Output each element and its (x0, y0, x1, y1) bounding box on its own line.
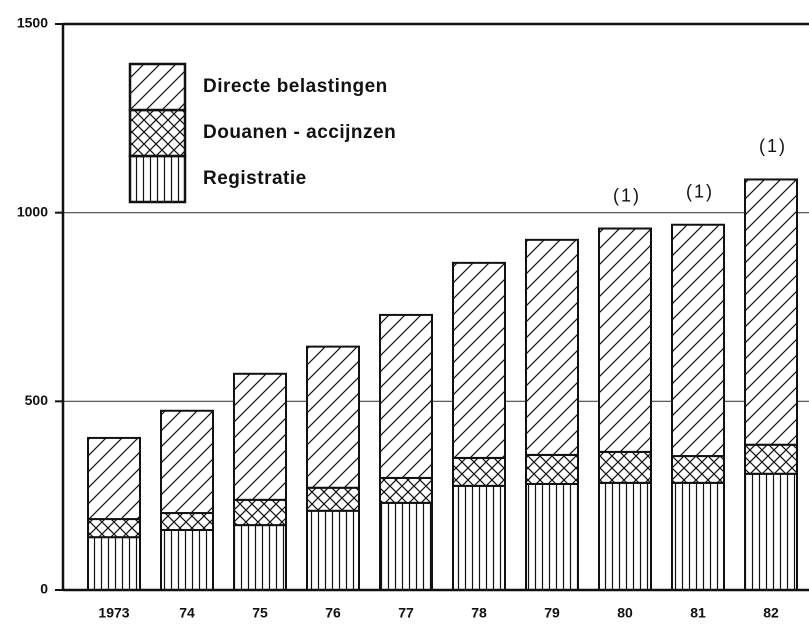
x-tick-label: 77 (398, 605, 414, 621)
x-tick-label: 78 (471, 605, 487, 621)
annotation: (1) (686, 181, 714, 201)
bar-segment (671, 481, 725, 592)
bar-segment (598, 450, 652, 484)
bar-segment (160, 512, 214, 532)
x-tick-label: 75 (252, 605, 268, 621)
bar-segment (525, 238, 579, 456)
legend-label: Douanen - accijnzen (203, 122, 396, 143)
bar-segment (160, 409, 214, 515)
y-tick-label: 500 (25, 392, 49, 408)
frame: 0 500 1000 1500 1973 74 75 76 77 78 79 80 81 82 (17, 15, 809, 621)
y-tick-label: 1000 (17, 203, 48, 219)
bar-segment (671, 223, 725, 458)
bar-segment (598, 481, 652, 592)
legend-label: Directe belastingen (203, 76, 388, 97)
annotation: (1) (613, 185, 641, 205)
x-tick-label: 76 (325, 605, 341, 621)
bar-segment (744, 178, 798, 446)
legend: Registratie Douanen - accijnzen Directe be… (128, 62, 396, 204)
bar-segment (87, 536, 141, 592)
bars: (1) (1) (1) (87, 136, 798, 592)
x-tick-label: 82 (763, 605, 779, 621)
x-tick-label: 74 (179, 605, 195, 621)
annotation: (1) (759, 136, 787, 156)
x-tick-label: 79 (544, 605, 560, 621)
bar-segment (379, 476, 433, 504)
bar-segment (233, 498, 287, 527)
bar-segment (525, 453, 579, 485)
bar-segment (306, 486, 360, 512)
bar-segment (379, 313, 433, 479)
legend-label: Registratie (203, 168, 307, 189)
bar-segment (233, 524, 287, 592)
bar-segment (671, 455, 725, 484)
y-tick-label: 0 (40, 581, 48, 597)
bar-segment (87, 436, 141, 521)
bar-segment (306, 345, 360, 489)
bar-segment (744, 443, 798, 475)
legend-swatch (128, 62, 187, 112)
bar-segment (87, 518, 141, 539)
x-tick-label: 1973 (98, 605, 129, 621)
bar-segment (160, 529, 214, 592)
bar-segment (525, 482, 579, 591)
bar-segment (306, 509, 360, 592)
x-tick-label: 81 (690, 605, 706, 621)
bar-segment (233, 372, 287, 501)
x-tick-label: 80 (617, 605, 633, 621)
legend-swatch (128, 154, 187, 204)
bar-segment (379, 501, 433, 591)
bar-segment (452, 484, 506, 591)
bar-segment (452, 456, 506, 487)
y-tick-label: 1500 (17, 15, 48, 31)
bar-segment (744, 472, 798, 592)
bar-segment (598, 227, 652, 453)
legend-swatch (128, 108, 187, 158)
bar-segment (452, 261, 506, 459)
